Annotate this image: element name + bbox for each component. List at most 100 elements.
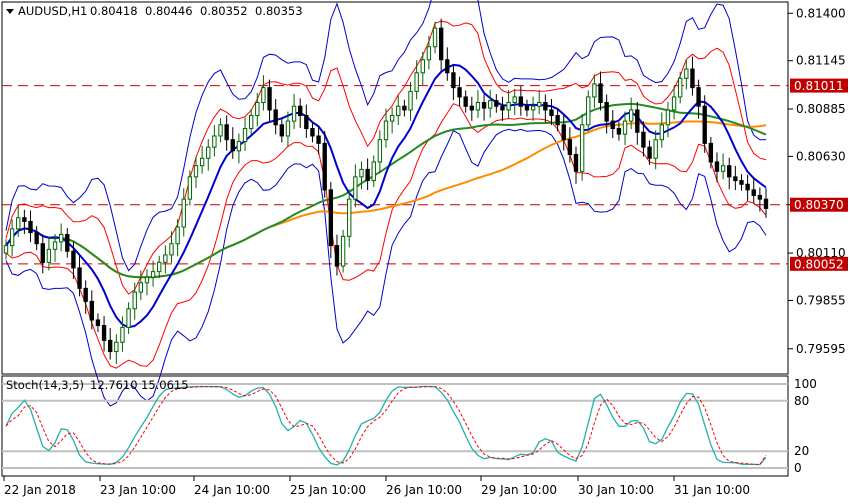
candle-body xyxy=(739,180,744,185)
stoch-level-label: 100 xyxy=(794,377,817,391)
candle xyxy=(438,18,444,71)
candle-body xyxy=(684,68,689,79)
y-tick-label: 0.79595 xyxy=(796,342,846,356)
bollinger-upper-inner xyxy=(5,20,767,295)
x-tick-label: 26 Jan 10:00 xyxy=(386,483,462,497)
candle-body xyxy=(255,102,260,117)
price-tag xyxy=(790,78,848,93)
y-tick-label: 0.80110 xyxy=(796,246,846,260)
candle xyxy=(261,75,266,111)
candle-body xyxy=(481,102,487,109)
candle xyxy=(34,226,39,251)
candle-body xyxy=(34,232,39,245)
chart-header: AUDUSD,H1 0.80418 0.80446 0.80352 0.8035… xyxy=(6,4,303,18)
high-value: 0.80446 xyxy=(145,4,193,18)
candle xyxy=(696,79,701,119)
price-tag xyxy=(790,197,848,212)
candle-body xyxy=(714,161,720,172)
candle xyxy=(248,109,254,136)
candle xyxy=(494,94,499,113)
candle xyxy=(285,111,291,147)
candle xyxy=(414,60,419,100)
candle-body xyxy=(549,109,554,117)
candle-body xyxy=(206,146,211,159)
candle xyxy=(708,136,714,169)
candle xyxy=(298,98,303,128)
candle-body xyxy=(212,135,217,148)
candle-body xyxy=(120,326,125,343)
candle-body xyxy=(89,300,94,321)
candle-body xyxy=(377,139,383,163)
candle xyxy=(279,118,284,143)
candle xyxy=(144,269,150,296)
candle xyxy=(365,158,370,191)
candle xyxy=(157,255,162,279)
candle xyxy=(187,170,193,206)
candle xyxy=(567,127,573,163)
candle xyxy=(555,109,560,132)
candle-body xyxy=(561,124,566,141)
candle xyxy=(592,74,597,108)
candle-body xyxy=(304,115,309,130)
candle xyxy=(138,270,144,301)
candle-body xyxy=(187,176,193,200)
candle xyxy=(101,316,107,352)
candle xyxy=(114,334,119,365)
candle-body xyxy=(285,120,291,137)
candle xyxy=(255,93,260,127)
candle xyxy=(488,89,493,118)
candle xyxy=(58,223,64,252)
candle-body xyxy=(494,100,499,107)
candle xyxy=(628,97,634,130)
candle-body xyxy=(3,245,9,254)
candle-body xyxy=(114,341,119,353)
candle-body xyxy=(71,250,76,269)
x-tick-label: 22 Jan 2018 xyxy=(4,483,76,497)
candle xyxy=(16,205,21,237)
candle-body xyxy=(616,128,622,135)
candle xyxy=(126,302,131,334)
main-pane xyxy=(2,0,788,407)
candle xyxy=(163,245,168,274)
candle-body xyxy=(365,168,370,182)
candle xyxy=(328,181,334,259)
candle xyxy=(445,47,450,81)
candle-body xyxy=(690,68,695,89)
candle-body xyxy=(371,161,376,182)
stoch-level-label: 20 xyxy=(794,444,809,458)
candle-body xyxy=(181,198,186,228)
candle-body xyxy=(518,96,524,107)
symbol-label: AUDUSD,H1 xyxy=(18,4,87,18)
candle xyxy=(647,140,652,165)
candle-body xyxy=(720,165,726,172)
candle-body xyxy=(543,102,548,111)
candle-body xyxy=(389,115,395,122)
candle xyxy=(389,107,395,134)
candle-body xyxy=(46,248,52,263)
candle-body xyxy=(132,291,137,310)
candle xyxy=(653,130,658,170)
candle-body xyxy=(298,105,303,117)
candle-body xyxy=(396,105,401,117)
candle xyxy=(451,64,456,101)
price-tag-label: 0.81011 xyxy=(794,79,844,93)
candle-body xyxy=(340,235,346,267)
candle-body xyxy=(592,83,597,98)
triangle-down-icon[interactable] xyxy=(6,9,14,14)
candle-body xyxy=(586,96,591,126)
candle xyxy=(199,145,205,174)
candle xyxy=(273,98,278,135)
x-tick-label: 25 Jan 10:00 xyxy=(290,483,366,497)
candle-body xyxy=(334,245,340,267)
candle xyxy=(77,255,82,297)
x-tick-label: 30 Jan 10:00 xyxy=(578,483,654,497)
candle xyxy=(739,174,744,191)
candle-body xyxy=(40,243,45,263)
candle xyxy=(383,108,389,148)
candle-body xyxy=(408,90,413,111)
candle-body xyxy=(641,131,646,148)
candle-body xyxy=(475,102,481,111)
candle xyxy=(291,93,297,130)
